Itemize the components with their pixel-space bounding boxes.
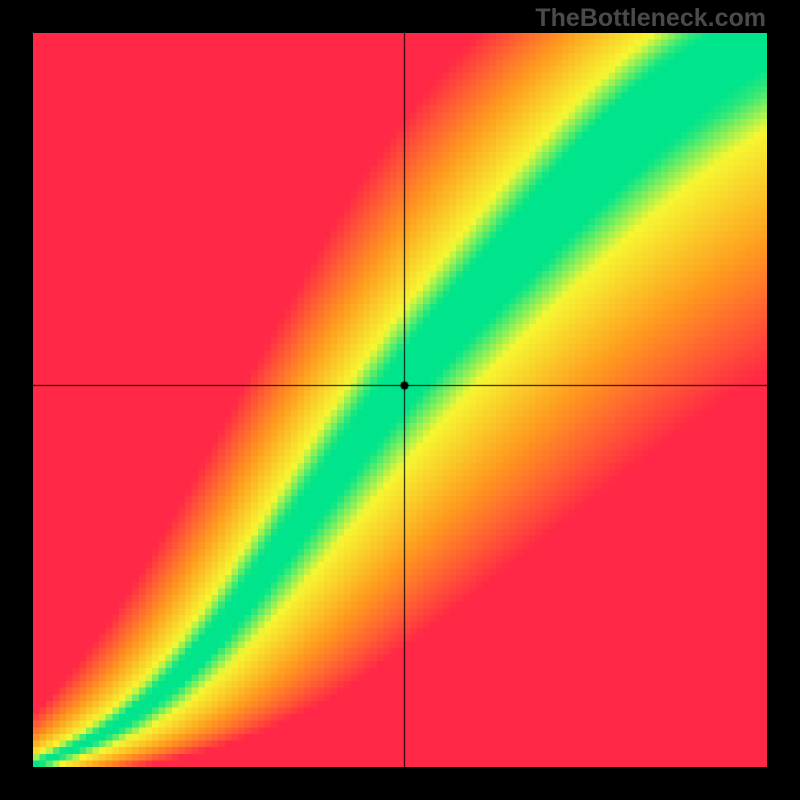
- watermark-text: TheBottleneck.com: [535, 4, 766, 33]
- crosshair-overlay: [33, 33, 767, 767]
- chart-container: TheBottleneck.com: [0, 0, 800, 800]
